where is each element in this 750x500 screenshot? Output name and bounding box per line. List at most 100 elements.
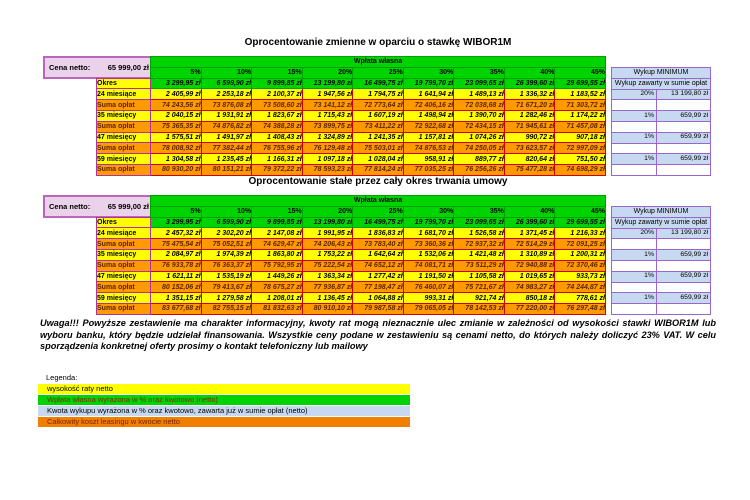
wykup-row: 20% 13 199,80 zł (611, 227, 711, 240)
wykup-amount-cell (656, 164, 711, 176)
legend-item: wysokość raty netto (38, 384, 410, 394)
rate-value-cell: 1 279,58 zł (200, 292, 253, 304)
sum-value-cell: 75 475,54 zł (150, 238, 202, 250)
sum-value-cell: 75 052,51 zł (200, 238, 253, 250)
percent-header-cell: 20% (301, 205, 354, 218)
wykup-amount-cell (656, 142, 711, 155)
row-label: Suma opłat (96, 120, 151, 133)
sum-value-cell: 72 940,88 zł (503, 259, 556, 272)
rate-value-cell: 1 863,80 zł (251, 248, 303, 261)
rates-table-fixed: Wpłata własna 5% 10% 15% 20% 25% 30% 35% 40% 45% O… (96, 195, 606, 315)
row-label: Okres (96, 216, 151, 229)
rate-value-cell: 1 157,81 zł (402, 131, 455, 144)
rate-value-cell: 933,73 zł (554, 270, 606, 283)
wykup-row: 1% 659,99 zł (611, 249, 711, 261)
rate-value-cell: 1 535,19 zł (200, 270, 253, 283)
wykup-amount-cell (656, 99, 711, 112)
sum-value-cell: 74 698,29 zł (554, 163, 606, 176)
table-row: Suma opłat 76 933,78 zł 76 363,37 zł 75 792… (96, 259, 606, 272)
wykup-amount-cell: 659,99 zł (656, 270, 711, 283)
sum-value-cell: 72 091,25 zł (554, 238, 606, 250)
green-value-cell: 29 699,55 zł (554, 77, 606, 90)
warning-note: Uwaga!!! Powyższe zestawienie ma charakt… (40, 318, 716, 352)
sum-value-cell: 72 937,32 zł (453, 238, 505, 250)
wplata-wlasna-header: Wpłata własna (150, 195, 606, 207)
row-label: Suma opłat (96, 281, 151, 294)
sum-value-cell: 80 930,20 zł (150, 163, 202, 176)
wykup-row (611, 281, 711, 294)
table-row: Suma opłat 80 930,20 zł 80 151,21 zł 79 372… (96, 163, 606, 176)
rate-value-cell: 1 064,88 zł (352, 292, 404, 304)
rate-value-cell: 1 208,01 zł (251, 292, 303, 304)
rate-value-cell: 1 277,42 zł (352, 270, 404, 283)
wykup-percent-cell: 20% (611, 88, 657, 101)
rate-value-cell: 820,64 zł (503, 153, 556, 165)
table-row: 47 miesięcy 1 621,11 zł 1 535,19 zł 1 449,2… (96, 270, 606, 283)
table-row: Okres 3 299,95 zł 6 599,90 zł 9 899,85 zł 13… (96, 216, 606, 229)
table-row: 24 miesiące 2 457,32 zł 2 302,20 zł 2 147,0… (96, 227, 606, 240)
rate-value-cell: 751,50 zł (554, 153, 606, 165)
rate-value-cell: 1 823,67 zł (251, 109, 303, 122)
green-value-cell: 13 199,80 zł (301, 216, 354, 229)
wykup-row (611, 142, 711, 155)
rate-value-cell: 990,72 zł (503, 131, 556, 144)
rate-value-cell: 1 421,48 zł (453, 248, 505, 261)
wykup-percent-cell (611, 120, 657, 133)
sum-value-cell: 77 220,00 zł (503, 302, 556, 315)
wykup-amount-cell: 659,99 zł (656, 153, 711, 166)
wykup-percent-cell (611, 238, 657, 251)
sum-value-cell: 73 899,75 zł (301, 120, 354, 133)
sum-value-cell: 79 413,67 zł (200, 281, 253, 294)
rate-value-cell: 1 991,95 zł (301, 227, 354, 240)
wykup-percent-cell (611, 281, 657, 294)
sum-value-cell: 72 406,16 zł (402, 99, 455, 111)
table-row: Suma opłat 80 152,06 zł 79 413,67 zł 78 675… (96, 281, 606, 294)
row-label: 24 miesiące (96, 88, 151, 101)
sum-value-cell: 72 514,29 zł (503, 238, 556, 250)
rate-value-cell: 1 532,06 zł (402, 248, 455, 261)
sum-value-cell: 71 457,08 zł (554, 120, 606, 133)
rate-value-cell: 921,74 zł (453, 292, 505, 304)
sum-value-cell: 80 151,21 zł (200, 163, 253, 176)
percent-header-cell: 45% (554, 66, 606, 79)
green-value-cell: 23 099,65 zł (453, 216, 505, 229)
sum-value-cell: 72 038,68 zł (453, 99, 505, 111)
cena-netto-label: Cena netto: (49, 202, 91, 211)
green-value-cell: 6 599,90 zł (200, 216, 253, 229)
sum-value-cell: 80 152,06 zł (150, 281, 202, 294)
percent-header-cell: 45% (554, 205, 606, 218)
percent-header-cell: 15% (251, 205, 303, 218)
sum-value-cell: 75 365,35 zł (150, 120, 202, 133)
rate-value-cell: 1 136,45 zł (301, 292, 354, 304)
sum-value-cell: 80 910,10 zł (301, 302, 354, 315)
sum-value-cell: 76 297,48 zł (554, 302, 606, 315)
row-label: 59 miesięcy (96, 153, 151, 165)
wykup-amount-cell (656, 281, 711, 294)
sum-value-cell: 74 206,43 zł (301, 238, 354, 250)
rates-table-variable-wrap: Wpłata własna 5% 10% 15% 20% 25% 30% 35% 40% 45% O… (96, 56, 606, 176)
rate-value-cell: 1 028,04 zł (352, 153, 404, 165)
percent-header-cell: 30% (402, 205, 455, 218)
rate-value-cell: 1 931,91 zł (200, 109, 253, 122)
rate-value-cell: 1 363,34 zł (301, 270, 354, 283)
row-label: Suma opłat (96, 302, 151, 315)
sum-value-cell: 75 503,01 zł (352, 142, 404, 155)
table-row: Suma opłat 75 365,35 zł 74 876,82 zł 74 388… (96, 120, 606, 133)
rate-value-cell: 1 097,18 zł (301, 153, 354, 165)
legend-item: Wpłata własna wyrażona w % oraz kwotowo … (38, 395, 410, 405)
wykup-row: 1% 659,99 zł (611, 270, 711, 283)
cena-netto-value: 65 999,00 zł (107, 63, 149, 72)
rate-value-cell: 993,31 zł (402, 292, 455, 304)
sum-value-cell: 74 243,56 zł (150, 99, 202, 111)
rate-value-cell: 1 449,26 zł (251, 270, 303, 283)
wykup-percent-cell (611, 259, 657, 272)
legend-item: Całkowity koszt leasingu w kwocie netto (38, 417, 410, 427)
table-row: Suma opłat 74 243,56 zł 73 876,08 zł 73 508… (96, 99, 606, 111)
rate-value-cell: 1 351,15 zł (150, 292, 202, 304)
sum-value-cell: 75 721,67 zł (453, 281, 505, 294)
sum-value-cell: 78 675,27 zł (251, 281, 303, 294)
sum-value-cell: 72 997,09 zł (554, 142, 606, 155)
percent-header-cell: 15% (251, 66, 303, 79)
rate-value-cell: 1 105,58 zł (453, 270, 505, 283)
green-value-cell: 23 099,65 zł (453, 77, 505, 90)
